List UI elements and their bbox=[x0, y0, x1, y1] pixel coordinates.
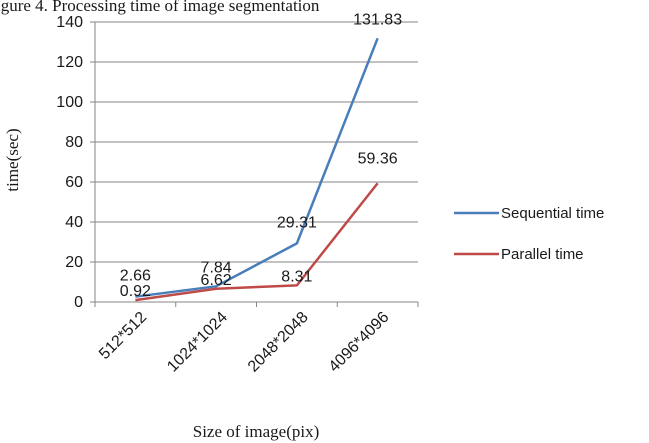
series-line-sequential bbox=[135, 37, 379, 298]
legend: Sequential time Parallel time bbox=[454, 205, 604, 263]
y-axis-title: time(sec) bbox=[3, 128, 22, 191]
data-label: 131.83 bbox=[353, 11, 402, 28]
y-tick-label: 0 bbox=[74, 294, 83, 311]
x-tick-label: 512*512 bbox=[96, 309, 150, 363]
y-tick-label: 100 bbox=[56, 94, 83, 111]
top-caption: igure 4. Processing time of image segmen… bbox=[0, 0, 320, 15]
x-axis-title: Size of image(pix) bbox=[193, 422, 320, 441]
x-tick-label: 1024*1024 bbox=[164, 309, 231, 376]
legend-label: Parallel time bbox=[501, 246, 584, 263]
data-labels: 2.66 7.84 29.31 131.83 0.92 6.62 8.31 59.36 bbox=[120, 11, 402, 300]
data-label: 29.31 bbox=[277, 214, 317, 231]
y-tick-label: 20 bbox=[65, 254, 83, 271]
y-tick-label: 60 bbox=[65, 174, 83, 191]
x-tick-label: 4096*4096 bbox=[326, 309, 393, 376]
data-label: 59.36 bbox=[358, 150, 398, 167]
x-tick-labels: 512*512 1024*1024 2048*2048 4096*4096 bbox=[96, 309, 392, 376]
axes bbox=[90, 21, 419, 307]
y-tick-label: 40 bbox=[65, 214, 83, 231]
y-tick-labels: 0 20 40 60 80 100 120 140 bbox=[56, 14, 83, 311]
y-tick-label: 80 bbox=[65, 134, 83, 151]
y-tick-label: 120 bbox=[56, 54, 83, 71]
legend-label: Sequential time bbox=[501, 205, 604, 222]
y-tick-label: 140 bbox=[56, 14, 83, 31]
data-label: 6.62 bbox=[201, 272, 232, 289]
gridlines bbox=[95, 21, 418, 263]
series-lines bbox=[135, 37, 379, 302]
x-tick-label: 2048*2048 bbox=[245, 309, 312, 376]
data-label: 8.31 bbox=[281, 268, 312, 285]
data-label: 2.66 bbox=[120, 268, 151, 285]
data-label: 7.84 bbox=[201, 259, 232, 276]
data-label: 0.92 bbox=[120, 283, 151, 300]
series-line-parallel bbox=[135, 182, 379, 302]
